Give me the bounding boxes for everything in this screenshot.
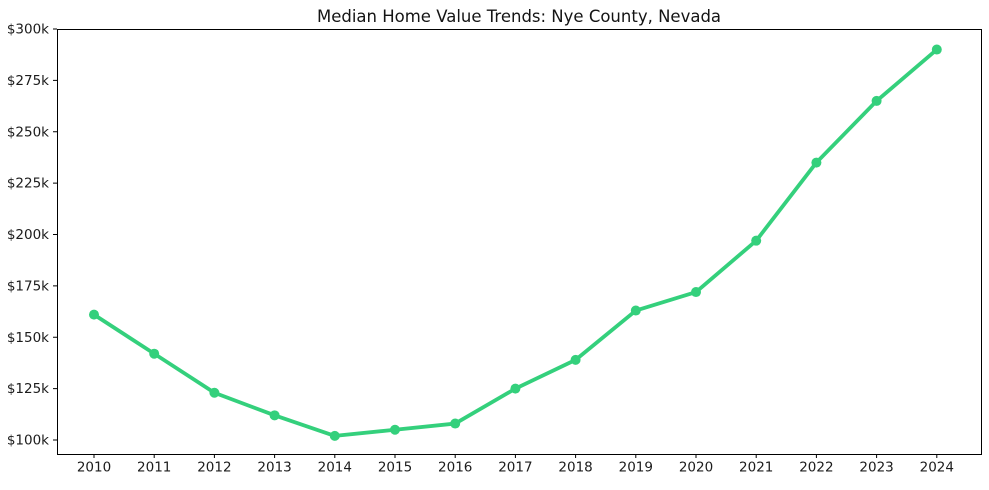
y-tick-label: $200k	[7, 227, 49, 243]
data-point	[691, 287, 701, 298]
data-point	[751, 235, 762, 246]
x-tick-label: 2021	[739, 460, 773, 476]
y-tick-label: $100k	[7, 433, 49, 449]
y-tick-label: $150k	[7, 330, 49, 346]
data-point	[390, 424, 400, 435]
x-tick-label: 2010	[77, 460, 111, 476]
data-point	[510, 383, 521, 394]
y-tick-label: $275k	[7, 73, 49, 89]
y-tick-label: $225k	[7, 176, 49, 192]
data-point	[570, 354, 581, 365]
x-tick-label: 2018	[558, 460, 592, 476]
x-tick-label: 2024	[920, 460, 954, 476]
data-point	[329, 430, 340, 441]
data-point	[149, 348, 160, 359]
x-tick-label: 2019	[619, 460, 653, 476]
data-point	[871, 95, 882, 106]
data-point	[450, 418, 461, 429]
y-tick-label: $125k	[7, 381, 49, 397]
y-tick-label: $300k	[7, 22, 49, 38]
x-tick-label: 2020	[679, 460, 713, 476]
x-tick-label: 2014	[318, 460, 352, 476]
data-point	[269, 410, 280, 421]
x-tick-label: 2012	[197, 460, 231, 476]
x-tick-label: 2015	[378, 460, 412, 476]
data-point	[931, 44, 942, 55]
x-tick-label: 2017	[498, 460, 532, 476]
data-point	[811, 157, 822, 168]
data-point	[630, 305, 641, 316]
y-tick-label: $250k	[7, 124, 49, 140]
x-tick-label: 2016	[438, 460, 472, 476]
data-point	[209, 387, 220, 398]
y-tick-label: $175k	[7, 278, 49, 294]
data-point	[89, 309, 99, 320]
x-tick-label: 2011	[137, 460, 171, 476]
trend-line	[92, 47, 939, 438]
x-tick-label: 2023	[859, 460, 893, 476]
plot-border	[57, 29, 982, 455]
x-tick-label: 2013	[257, 460, 291, 476]
x-tick-label: 2022	[799, 460, 833, 476]
chart-title: Median Home Value Trends: Nye County, Ne…	[316, 7, 722, 26]
